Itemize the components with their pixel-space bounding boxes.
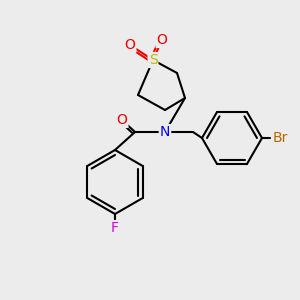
Text: F: F [111, 221, 119, 235]
Text: O: O [117, 113, 128, 127]
Text: N: N [160, 125, 170, 139]
Text: O: O [157, 33, 167, 47]
Text: S: S [148, 53, 158, 67]
Text: O: O [124, 38, 135, 52]
Text: Br: Br [272, 131, 288, 145]
